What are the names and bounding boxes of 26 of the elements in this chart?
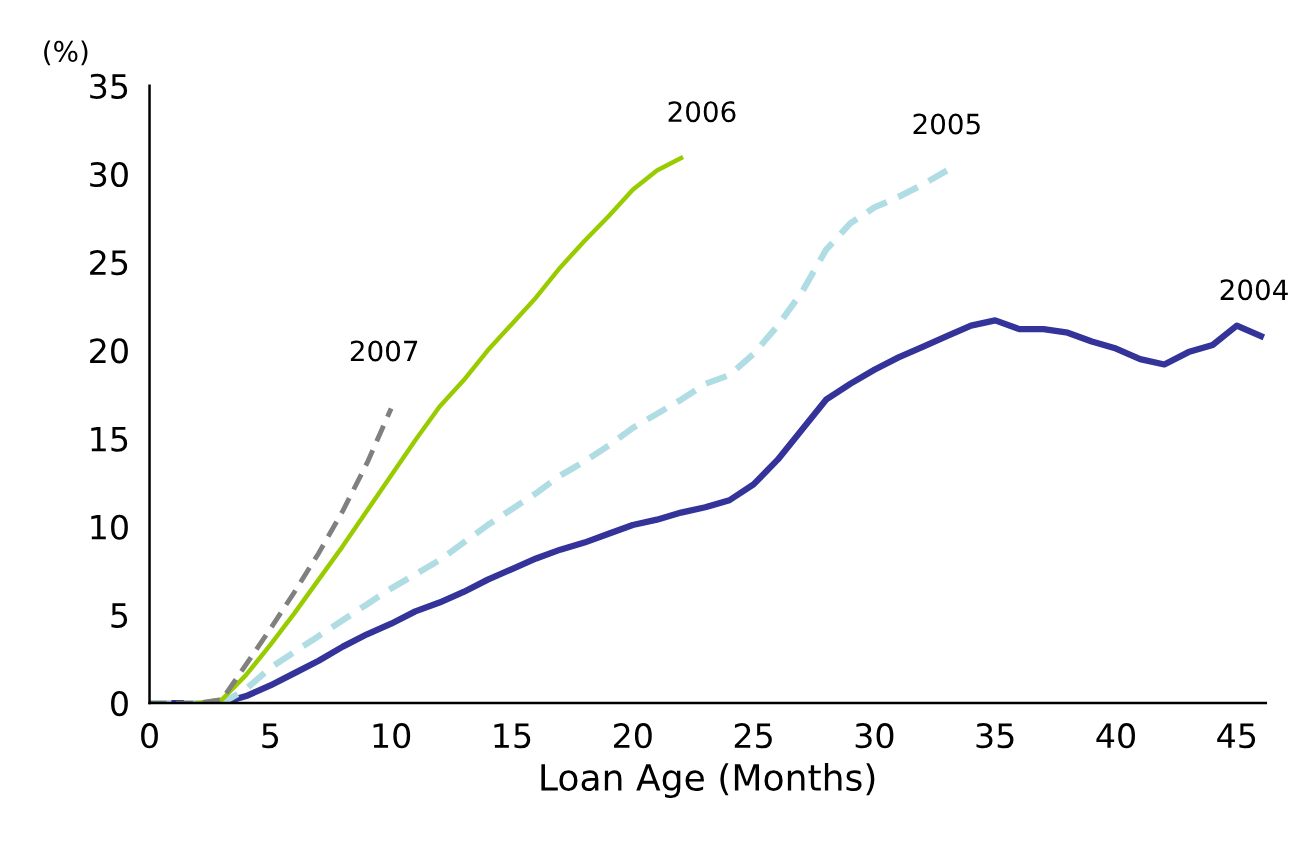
x-tick-label: 20 xyxy=(613,723,652,749)
series-label: 2004 xyxy=(1220,279,1288,301)
y-tick-label: 10 xyxy=(91,514,128,540)
x-tick-label: 45 xyxy=(1217,723,1256,749)
y-tick-label: 0 xyxy=(111,691,128,717)
x-axis-title: Loan Age (Months) xyxy=(541,763,875,799)
x-tick-label: 30 xyxy=(855,723,894,749)
y-tick-label: 35 xyxy=(90,73,128,99)
x-tick-label: 25 xyxy=(734,723,772,749)
x-tick-label: 0 xyxy=(141,723,158,749)
y-tick-label: 30 xyxy=(90,161,128,188)
x-tick-label: 10 xyxy=(373,723,411,749)
x-tick-label: 40 xyxy=(1096,723,1135,749)
y-axis-title: (%) xyxy=(44,40,88,66)
x-tick-label: 35 xyxy=(976,723,1014,749)
series-label: 2006 xyxy=(668,101,736,123)
y-tick-label: 25 xyxy=(90,250,128,276)
x-tick-label: 5 xyxy=(262,723,279,749)
y-tick-label: 5 xyxy=(111,603,128,629)
y-tick-label: 15 xyxy=(91,426,128,452)
series-label: 2007 xyxy=(350,340,418,362)
line-series xyxy=(195,155,684,704)
y-tick-label: 20 xyxy=(90,338,128,364)
series-label: 2005 xyxy=(913,113,980,135)
line-series xyxy=(149,406,394,704)
x-tick-label: 15 xyxy=(494,723,531,749)
